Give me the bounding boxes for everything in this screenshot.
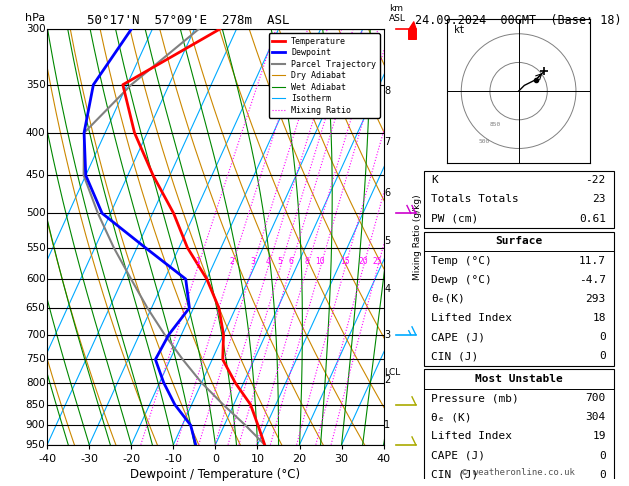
Text: 550: 550 [26, 243, 45, 253]
Text: Surface: Surface [495, 236, 542, 246]
Text: K: K [431, 175, 438, 185]
Text: 15: 15 [340, 257, 350, 266]
Text: 50°17'N  57°09'E  278m  ASL: 50°17'N 57°09'E 278m ASL [87, 14, 290, 27]
Text: 1: 1 [195, 257, 200, 266]
Text: 300: 300 [26, 24, 45, 34]
Text: 8: 8 [304, 257, 309, 266]
Text: 650: 650 [26, 303, 45, 313]
Text: 500: 500 [26, 208, 45, 218]
Text: 19: 19 [593, 432, 606, 441]
Text: 850: 850 [490, 122, 501, 126]
Legend: Temperature, Dewpoint, Parcel Trajectory, Dry Adiabat, Wet Adiabat, Isotherm, Mi: Temperature, Dewpoint, Parcel Trajectory… [269, 34, 379, 118]
Text: Most Unstable: Most Unstable [475, 374, 562, 384]
Text: 400: 400 [26, 128, 45, 138]
Text: 800: 800 [26, 378, 45, 388]
Text: 450: 450 [26, 170, 45, 180]
Text: Totals Totals: Totals Totals [431, 194, 519, 205]
Text: kt: kt [454, 25, 466, 35]
Text: 18: 18 [593, 313, 606, 323]
Text: 11.7: 11.7 [579, 256, 606, 265]
Text: Temp (°C): Temp (°C) [431, 256, 492, 265]
Text: 750: 750 [26, 354, 45, 364]
Text: -22: -22 [586, 175, 606, 185]
Text: 23: 23 [593, 194, 606, 205]
Text: 2: 2 [384, 376, 391, 385]
Text: 350: 350 [26, 80, 45, 90]
Text: -4.7: -4.7 [579, 275, 606, 285]
Text: 1: 1 [384, 420, 391, 430]
Text: 10: 10 [315, 257, 325, 266]
Text: θₑ(K): θₑ(K) [431, 294, 465, 304]
Bar [423, 171, 614, 228]
Text: 0: 0 [599, 469, 606, 480]
Text: 600: 600 [26, 274, 45, 284]
Text: CIN (J): CIN (J) [431, 351, 479, 361]
Text: CIN (J): CIN (J) [431, 469, 479, 480]
Text: 5: 5 [384, 236, 391, 246]
Text: 6: 6 [384, 188, 391, 197]
Text: CAPE (J): CAPE (J) [431, 451, 486, 461]
Text: 20: 20 [359, 257, 368, 266]
Text: 2: 2 [229, 257, 234, 266]
Text: CAPE (J): CAPE (J) [431, 332, 486, 342]
Text: 8: 8 [384, 86, 391, 96]
Text: 293: 293 [586, 294, 606, 304]
Text: 0.61: 0.61 [579, 213, 606, 224]
Text: 0: 0 [599, 451, 606, 461]
Text: 7: 7 [384, 137, 391, 147]
Text: 6: 6 [288, 257, 293, 266]
Text: © weatheronline.co.uk: © weatheronline.co.uk [462, 468, 575, 477]
Text: 5: 5 [278, 257, 282, 266]
Text: Lifted Index: Lifted Index [431, 313, 513, 323]
Text: Dewp (°C): Dewp (°C) [431, 275, 492, 285]
Text: 304: 304 [586, 412, 606, 422]
Text: θₑ (K): θₑ (K) [431, 412, 472, 422]
Text: LCL: LCL [384, 368, 401, 377]
Text: 4: 4 [384, 283, 391, 294]
Text: 4: 4 [265, 257, 270, 266]
Text: Mixing Ratio (g/kg): Mixing Ratio (g/kg) [413, 194, 422, 280]
Text: 3: 3 [250, 257, 255, 266]
Text: 950: 950 [26, 440, 45, 450]
Text: hPa: hPa [25, 13, 45, 23]
Text: 700: 700 [586, 393, 606, 403]
Bar [423, 369, 614, 484]
X-axis label: Dewpoint / Temperature (°C): Dewpoint / Temperature (°C) [130, 468, 301, 481]
Text: 900: 900 [26, 420, 45, 430]
Text: 500: 500 [479, 139, 490, 144]
Bar [423, 232, 614, 366]
Text: Lifted Index: Lifted Index [431, 432, 513, 441]
Text: 3: 3 [384, 330, 391, 340]
Text: PW (cm): PW (cm) [431, 213, 479, 224]
Text: km
ASL: km ASL [389, 4, 406, 23]
Text: 25: 25 [372, 257, 382, 266]
Text: 0: 0 [599, 351, 606, 361]
Text: 700: 700 [26, 330, 45, 340]
Text: 0: 0 [599, 332, 606, 342]
Text: 850: 850 [26, 399, 45, 410]
Text: Pressure (mb): Pressure (mb) [431, 393, 519, 403]
Text: 24.09.2024  00GMT  (Base: 18): 24.09.2024 00GMT (Base: 18) [415, 14, 622, 27]
